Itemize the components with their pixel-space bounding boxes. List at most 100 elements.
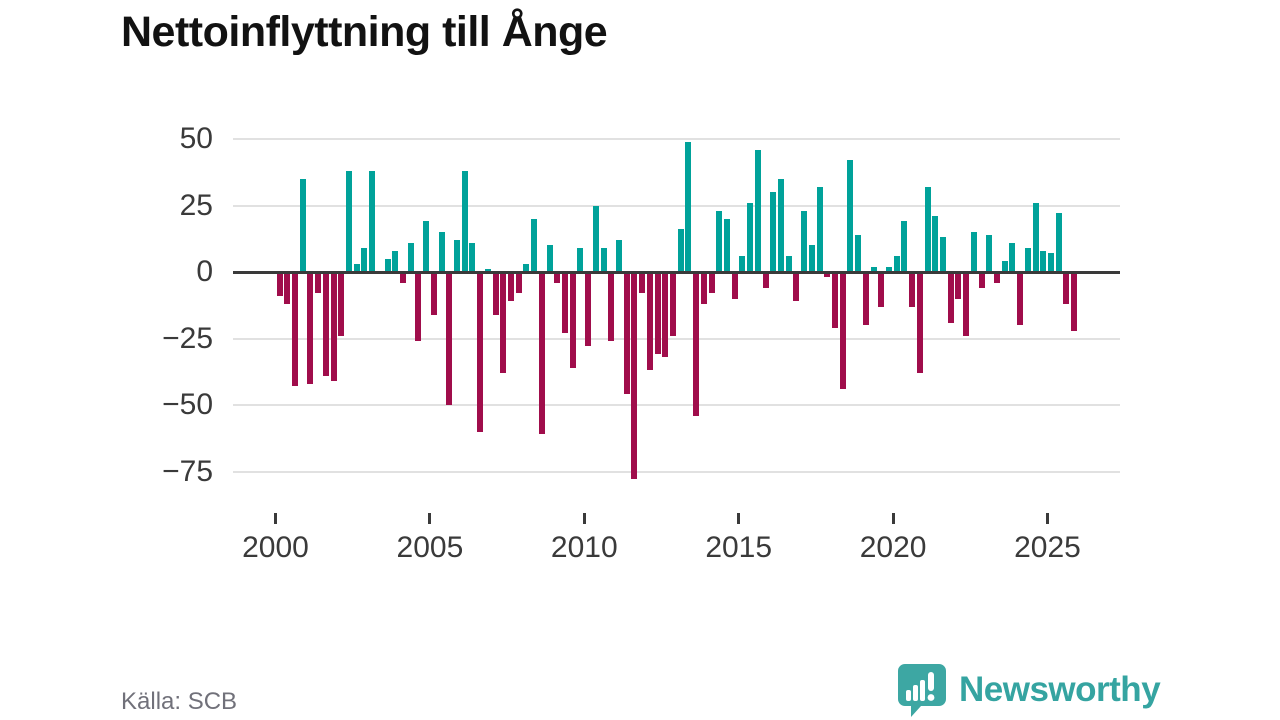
- net-migration-bar: [469, 242, 476, 272]
- net-migration-bar: [1063, 272, 1070, 304]
- net-migration-bar: [592, 205, 599, 272]
- net-migration-bar: [345, 170, 352, 272]
- net-migration-bar: [500, 272, 507, 374]
- net-migration-bar: [608, 272, 615, 342]
- net-migration-bar: [993, 272, 1000, 283]
- net-migration-bar: [1024, 248, 1031, 272]
- net-migration-bar: [353, 264, 360, 272]
- net-migration-bar: [893, 256, 900, 272]
- net-migration-bar: [654, 272, 661, 355]
- net-migration-bar: [577, 248, 584, 272]
- net-migration-bar: [1017, 272, 1024, 326]
- net-migration-bar: [677, 229, 684, 272]
- x-axis-tick: [891, 513, 895, 524]
- net-migration-bar: [639, 272, 646, 294]
- gridline-y-25: [233, 204, 1120, 207]
- net-migration-bar: [1001, 261, 1008, 272]
- net-migration-bar: [700, 272, 707, 304]
- net-migration-bar: [291, 272, 298, 387]
- net-migration-bar: [1071, 272, 1078, 331]
- net-migration-bar: [708, 272, 715, 294]
- net-migration-bar: [531, 218, 538, 272]
- net-migration-bar: [369, 170, 376, 272]
- net-migration-bar: [870, 266, 877, 272]
- net-migration-bar: [415, 272, 422, 342]
- y-axis-label: −50: [162, 388, 213, 421]
- y-axis-label: −75: [162, 454, 213, 488]
- net-migration-bar: [330, 272, 337, 382]
- x-axis-tick: [428, 513, 432, 524]
- net-migration-bar: [585, 272, 592, 347]
- net-migration-bar: [685, 141, 692, 272]
- zero-axis-line: [233, 270, 1120, 274]
- net-migration-bar: [955, 272, 962, 299]
- net-migration-bar: [839, 272, 846, 390]
- y-axis-label: 25: [179, 188, 213, 222]
- x-axis-tick: [274, 513, 277, 524]
- net-migration-bar: [284, 272, 291, 304]
- net-migration-bar: [315, 272, 322, 294]
- newsworthy-speech-bubble-chart-icon: [898, 664, 946, 717]
- net-migration-bar: [939, 237, 946, 272]
- x-axis-label: 2010: [550, 531, 618, 564]
- net-migration-bar: [399, 272, 406, 283]
- gridline-y--75: [233, 470, 1120, 473]
- net-migration-bar: [855, 234, 862, 272]
- y-axis-label: −25: [162, 321, 213, 355]
- net-migration-bar: [916, 272, 923, 374]
- x-axis-tick: [582, 513, 586, 524]
- net-migration-bar: [801, 210, 808, 272]
- net-migration-bar: [423, 221, 430, 272]
- net-migration-bar: [831, 272, 838, 328]
- net-migration-bar: [986, 234, 993, 272]
- net-migration-bar: [276, 272, 283, 296]
- net-migration-bar: [453, 240, 460, 272]
- net-migration-bar: [461, 170, 468, 272]
- net-migration-bar: [924, 186, 931, 272]
- net-migration-bar: [430, 272, 437, 315]
- net-migration-bar: [785, 256, 792, 272]
- net-migration-bar: [847, 160, 854, 272]
- net-migration-bar: [731, 272, 738, 299]
- net-migration-bar: [762, 272, 769, 288]
- net-migration-bar: [554, 272, 561, 283]
- gridline-y-50: [233, 138, 1120, 140]
- net-migration-bar: [777, 178, 784, 272]
- net-migration-bar: [507, 272, 514, 302]
- net-migration-bar: [739, 256, 746, 272]
- net-migration-bar: [901, 221, 908, 272]
- net-migration-bar: [600, 248, 607, 272]
- x-axis-label: 2005: [396, 531, 464, 564]
- net-migration-bar: [970, 232, 977, 272]
- net-migration-bar: [816, 186, 823, 272]
- net-migration-bar: [338, 272, 345, 336]
- net-migration-bar: [808, 245, 815, 272]
- net-migration-bar: [361, 248, 368, 272]
- net-migration-bar: [1048, 253, 1054, 272]
- net-migration-bar: [569, 272, 576, 368]
- net-migration-bar: [723, 218, 730, 272]
- net-migration-bar: [384, 258, 391, 272]
- net-migration-bar: [932, 216, 939, 272]
- newsworthy-logo: Newsworthy: [897, 664, 1161, 717]
- net-migration-bar: [523, 264, 530, 272]
- net-migration-bar: [824, 272, 831, 278]
- net-migration-bar: [538, 272, 545, 435]
- net-migration-bar: [407, 242, 414, 272]
- net-migration-bar: [438, 232, 445, 272]
- net-migration-bar: [623, 272, 630, 395]
- newsworthy-wordmark: Newsworthy: [959, 670, 1161, 709]
- net-migration-bar: [446, 272, 453, 405]
- net-migration-bar: [793, 272, 800, 302]
- net-migration-bar: [909, 272, 916, 307]
- net-migration-bar: [646, 272, 653, 371]
- net-migration-bar: [878, 272, 885, 307]
- x-axis-tick: [737, 513, 741, 524]
- net-migration-bar: [669, 272, 676, 336]
- net-migration-bar: [477, 272, 484, 432]
- x-axis-label: 2015: [705, 531, 773, 564]
- net-migration-bar: [693, 272, 700, 416]
- y-axis-label: 50: [179, 122, 213, 155]
- x-axis-label: 2025: [1014, 531, 1081, 564]
- x-axis-label: 2020: [859, 531, 927, 564]
